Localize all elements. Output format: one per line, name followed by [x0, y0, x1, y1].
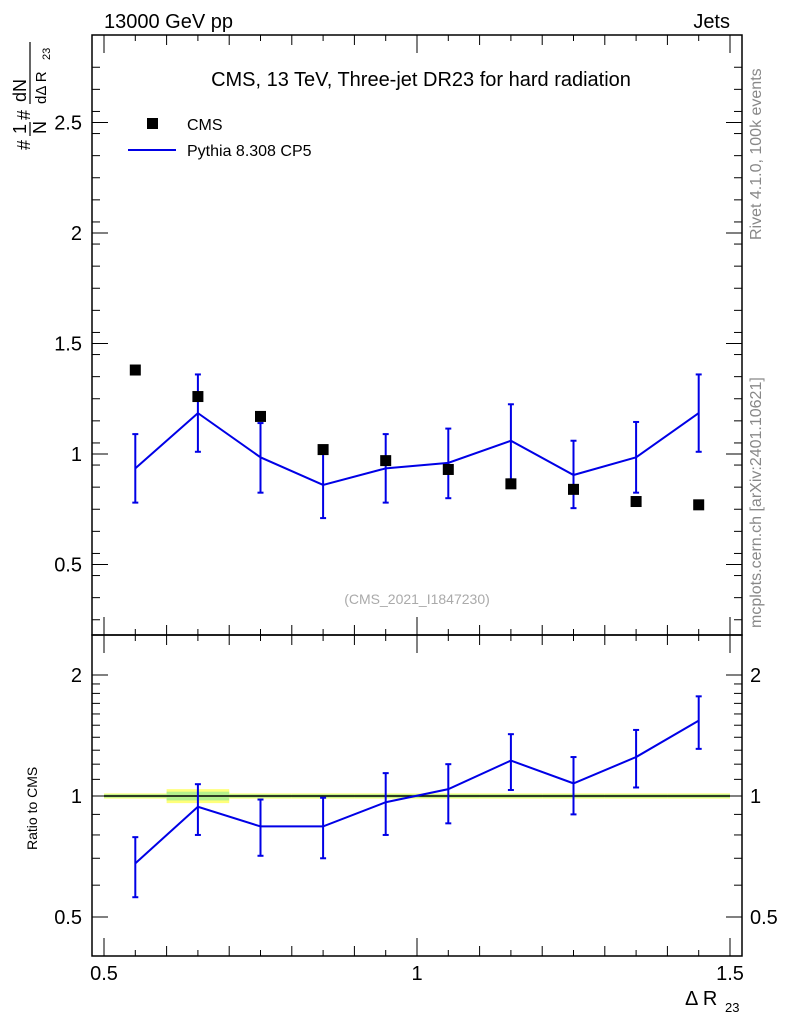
cms-data-point	[192, 391, 204, 403]
cms-data-point	[568, 483, 579, 495]
legend: CMS Pythia 8.308 CP5	[128, 117, 312, 160]
cms-data-point	[505, 478, 517, 490]
chart-title: CMS, 13 TeV, Three-jet DR23 for hard rad…	[211, 69, 631, 91]
ratio-ytick-label-right: 1	[750, 786, 761, 808]
legend-marker-cms	[147, 118, 158, 129]
mcplots-label: mcplots.cern.ch [arXiv:2401.10621]	[748, 377, 765, 628]
x-axis-label-sub: 23	[725, 1000, 739, 1015]
main-ylabel-one: 1	[10, 124, 30, 134]
legend-label-pythia: Pythia 8.308 CP5	[187, 143, 312, 160]
cms-data-point	[255, 410, 266, 422]
main-ylabel-dDR: dΔ R	[33, 71, 50, 104]
ratio-xtick-label: 1	[411, 963, 422, 985]
ratio-ytick-label: 1	[71, 786, 82, 808]
main-ylabel-hash2: #	[14, 110, 34, 120]
main-ytick-label: 1.5	[54, 334, 82, 356]
main-ylabel-hash1: #	[14, 140, 34, 150]
ratio-ytick-label-right: 2	[750, 665, 761, 687]
header-right: Jets	[693, 11, 730, 33]
ratio-ytick-label: 0.5	[54, 907, 82, 929]
cms-data-point	[129, 364, 141, 376]
ratio-ylabel: Ratio to CMS	[24, 767, 40, 850]
cms-data-point	[380, 455, 392, 467]
cms-data-point	[442, 463, 454, 475]
main-ytick-label: 1	[71, 444, 82, 466]
x-axis-label-main: Δ R	[685, 988, 717, 1010]
ratio-ytick-label-right: 0.5	[750, 907, 778, 929]
main-ylabel: # 1 N # dN dΔ R 23	[10, 42, 53, 150]
legend-label-cms: CMS	[187, 117, 223, 134]
main-ylabel-N: N	[30, 121, 50, 134]
header-left: 13000 GeV pp	[104, 11, 233, 33]
analysis-watermark: (CMS_2021_I1847230)	[344, 591, 490, 607]
ratio-panel: Ratio to CMS 0.5 1 1.5 0.5 0.5 1 1 2 2	[24, 635, 778, 985]
main-ytick-label: 2.5	[54, 113, 82, 135]
main-panel: CMS, 13 TeV, Three-jet DR23 for hard rad…	[10, 35, 742, 635]
x-axis-label: Δ R 23	[685, 988, 739, 1015]
ratio-frame	[91, 634, 743, 957]
cms-data-point	[693, 499, 705, 511]
rivet-label: Rivet 4.1.0, 100k events	[748, 68, 765, 240]
ratio-xtick-label: 1.5	[716, 963, 744, 985]
cms-data-point	[317, 444, 329, 456]
ratio-xtick-label: 0.5	[90, 963, 118, 985]
main-ytick-label: 2	[71, 223, 82, 245]
ratio-ytick-label: 2	[71, 665, 82, 687]
ratio-series-line	[134, 719, 700, 865]
main-ytick-label: 0.5	[54, 555, 82, 577]
main-ylabel-sub: 23	[41, 48, 53, 60]
cms-data-point	[630, 496, 642, 508]
main-ylabel-dN: dN	[10, 79, 30, 102]
mc-series-line	[134, 411, 700, 486]
